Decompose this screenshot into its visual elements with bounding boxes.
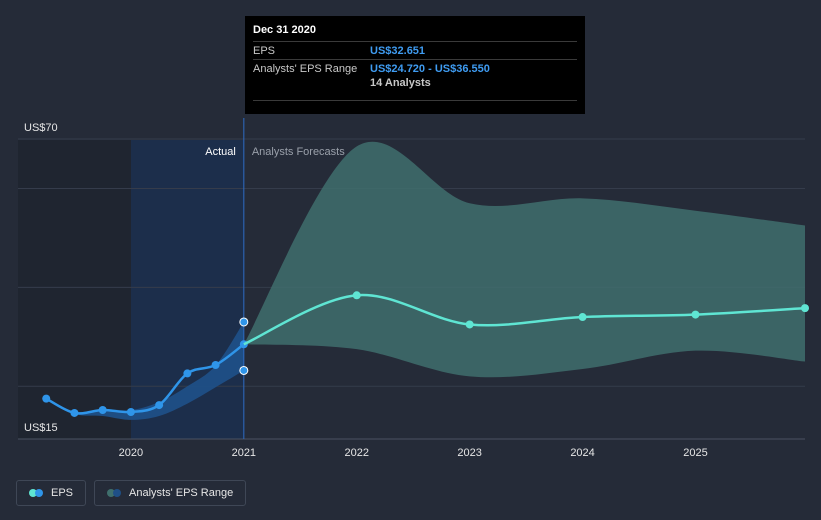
x-tick-2024: 2024 — [570, 447, 594, 459]
tooltip-divider — [253, 100, 577, 101]
x-tick-2020: 2020 — [119, 447, 143, 459]
eps-point-actual-1 — [70, 408, 79, 417]
eps-point-forecast-2 — [465, 320, 474, 329]
range-marker-low — [239, 365, 249, 375]
history-shade — [18, 140, 131, 439]
tooltip-eps-row: EPS US$32.651 — [253, 41, 577, 59]
forecast-label: Analysts Forecasts — [252, 146, 345, 158]
legend-range-icon — [107, 489, 122, 497]
tooltip-range-value: US$24.720 - US$36.550 — [370, 63, 490, 75]
y-label-bottom: US$15 — [24, 422, 58, 434]
legend-eps-icon — [29, 489, 43, 497]
tooltip-range-label: Analysts' EPS Range — [253, 63, 358, 75]
tooltip-range-row: Analysts' EPS Range US$24.720 - US$36.55… — [253, 59, 577, 77]
eps-point-actual-2 — [98, 406, 107, 415]
x-tick-2022: 2022 — [344, 447, 368, 459]
eps-point-forecast-5 — [801, 304, 809, 313]
tooltip: Dec 31 2020 EPS US$32.651 Analysts' EPS … — [245, 16, 585, 114]
x-tick-2021: 2021 — [232, 447, 256, 459]
actual-label: Actual — [205, 146, 236, 158]
forecast-range-band — [243, 141, 806, 378]
range-marker-high — [239, 317, 249, 327]
legend-eps-label: EPS — [51, 487, 74, 499]
legend-eps[interactable]: EPS — [16, 480, 87, 506]
eps-point-forecast-4 — [691, 310, 700, 319]
y-label-top: US$70 — [24, 122, 58, 134]
tooltip-date: Dec 31 2020 — [253, 24, 316, 36]
eps-point-forecast-1 — [352, 291, 361, 300]
actual-range-band — [46, 321, 244, 420]
legend: EPS Analysts' EPS Range — [16, 480, 247, 506]
x-tick-2023: 2023 — [457, 447, 481, 459]
eps-point-actual-0 — [42, 394, 51, 403]
eps-point-actual-4 — [155, 401, 164, 410]
eps-point-actual-3 — [126, 407, 135, 416]
eps-line-forecast — [243, 293, 806, 346]
tooltip-eps-label: EPS — [253, 45, 276, 57]
legend-range[interactable]: Analysts' EPS Range — [94, 480, 247, 506]
eps-point-actual-6 — [211, 361, 220, 370]
legend-range-label: Analysts' EPS Range — [129, 487, 234, 499]
x-tick-2025: 2025 — [683, 447, 707, 459]
tooltip-analysts: 14 Analysts — [370, 77, 431, 89]
tooltip-eps-value: US$32.651 — [370, 45, 426, 57]
eps-point-forecast-3 — [578, 313, 587, 322]
eps-point-actual-5 — [183, 369, 192, 378]
